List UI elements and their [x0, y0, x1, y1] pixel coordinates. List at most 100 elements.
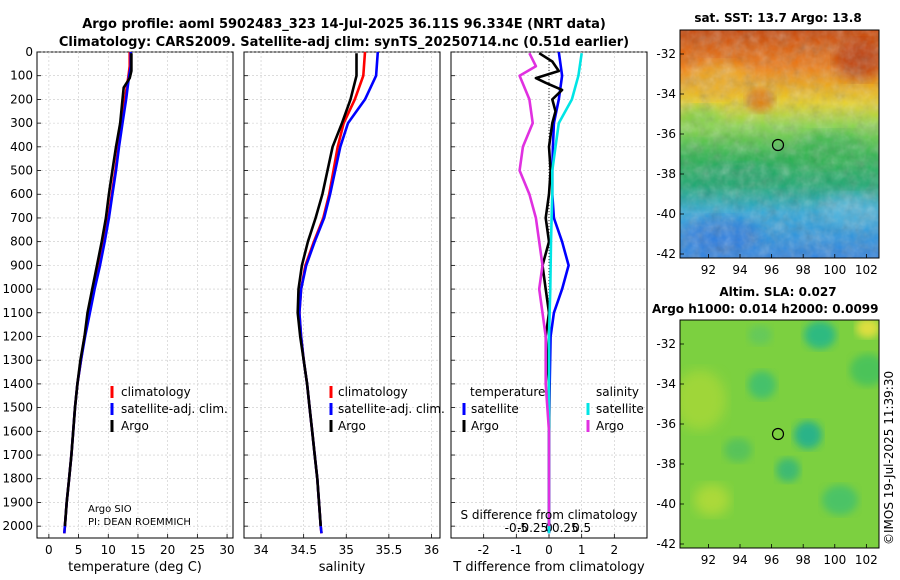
sst-heatmap [680, 30, 879, 258]
depth-tick-label: 300 [10, 116, 33, 130]
depth-tick-label: 600 [10, 187, 33, 201]
series-t-argo [534, 52, 564, 527]
x-tick-label: 20 [160, 543, 175, 557]
series-argo [63, 53, 133, 527]
depth-tick-label: 1000 [2, 282, 33, 296]
depth-tick-label: 0 [25, 45, 33, 59]
map-lon-label: 100 [823, 263, 846, 277]
x-tick-label: 35 [339, 543, 354, 557]
s-tick-label: 0.25 [552, 521, 579, 535]
map-lon-label: 96 [764, 263, 779, 277]
x-tick-label: 0 [45, 543, 53, 557]
map-lat-label: -36 [656, 127, 676, 141]
map-lon-label: 102 [855, 553, 878, 567]
s-difference-label: S difference from climatology [461, 508, 638, 522]
series-s-argo [518, 52, 551, 527]
map-lon-label: 100 [823, 553, 846, 567]
profile-lines [63, 51, 583, 534]
series-s-satellite [547, 53, 583, 534]
argo-sio-note: Argo SIO [88, 504, 132, 515]
sla-map-title: Altim. SLA: 0.027 [719, 285, 836, 299]
depth-tick-label: 1700 [2, 448, 33, 462]
x-tick-label: 5 [75, 543, 83, 557]
depth-tick-label: 800 [10, 235, 33, 249]
series-argo [296, 53, 358, 527]
sla-argo-marker [771, 427, 785, 441]
legend-argo: Argo [121, 419, 149, 433]
depth-tick-label: 1400 [2, 377, 33, 391]
diff-legend-s-argo: Argo [596, 419, 624, 433]
sal-legend-argo: Argo [338, 419, 366, 433]
x-tick-label: -2 [478, 543, 490, 557]
depth-tick-label: 2000 [2, 519, 33, 533]
legend-climatology: climatology [121, 385, 191, 399]
map-lat-label: -42 [656, 247, 676, 261]
diff-legend-salinity-title: salinity [596, 385, 639, 399]
map-lat-label: -40 [656, 207, 676, 221]
depth-tick-label: 500 [10, 164, 33, 178]
x-tick-label: 30 [219, 543, 234, 557]
depth-tick-label: 100 [10, 69, 33, 83]
depth-tick-label: 1200 [2, 329, 33, 343]
gridlines [37, 51, 647, 538]
depth-tick-label: 1500 [2, 401, 33, 415]
depth-tick-label: 1100 [2, 306, 33, 320]
x-tick-label: 10 [101, 543, 116, 557]
depth-tick-labels: 0 100 200 300 400 500 600 700 800 900 1000 1100 1200… [2, 45, 33, 533]
map-lon-label: 92 [701, 263, 716, 277]
map-lon-label: 98 [796, 553, 811, 567]
x-tick-label: 34 [253, 543, 268, 557]
depth-tick-label: 1300 [2, 353, 33, 367]
map-lat-label: -38 [656, 167, 676, 181]
map-lon-label: 94 [732, 263, 747, 277]
s-tick-label: -0.25 [517, 521, 548, 535]
diff-legend-temperature-title: temperature [470, 385, 545, 399]
x-tick-label: -1 [510, 543, 522, 557]
s-tick-label: 0.5 [572, 521, 591, 535]
sst-argo-marker [771, 138, 785, 152]
s-tick-label: -0.5 [505, 521, 528, 535]
figure-title-line2: Climatology: CARS2009. Satellite-adj cli… [59, 35, 629, 50]
map-lon-label: 102 [855, 263, 878, 277]
sla-heatmap [680, 320, 879, 548]
x-tick-label: 25 [190, 543, 205, 557]
sst-map-title: sat. SST: 13.7 Argo: 13.8 [694, 11, 861, 25]
depth-tick-label: 1900 [2, 495, 33, 509]
x-tick-label: 0 [545, 543, 553, 557]
legend-satellite: satellite-adj. clim. [121, 402, 228, 416]
map-lon-label: 98 [796, 263, 811, 277]
map-lat-label: -32 [656, 47, 676, 61]
temperature-legend: climatology satellite-adj. clim. Argo [110, 385, 228, 433]
pi-note: PI: DEAN ROEMMICH [88, 517, 191, 528]
salinity-legend: climatology satellite-adj. clim. Argo [329, 385, 445, 433]
depth-tick-label: 1600 [2, 424, 33, 438]
map-lat-label: -32 [656, 337, 676, 351]
depth-tick-label: 400 [10, 140, 33, 154]
figure-title-line1: Argo profile: aoml 5902483_323 14-Jul-20… [82, 17, 606, 32]
salinity-x-label: salinity [319, 560, 366, 575]
sal-legend-satellite: satellite-adj. clim. [338, 402, 445, 416]
map-lat-label: -38 [656, 457, 676, 471]
map-lon-label: 92 [701, 553, 716, 567]
map-lon-label: 94 [732, 553, 747, 567]
x-tick-label: 15 [130, 543, 145, 557]
x-tick-label: 1 [578, 543, 586, 557]
diff-legend-s-satellite: satellite [596, 402, 644, 416]
map-lat-label: -34 [656, 87, 676, 101]
depth-tick-label: 1800 [2, 472, 33, 486]
x-tick-label: 35.5 [376, 543, 403, 557]
map-axis-ticks: 92 94 96 98 100 102 -32 -34 -36 -38 -40 -42 92 94 96 98… [656, 47, 877, 567]
difference-legend: temperature satellite Argo salinity sate… [462, 385, 644, 433]
map-lon-label: 96 [764, 553, 779, 567]
sla-map-frame [679, 319, 880, 549]
diff-legend-t-argo: Argo [471, 419, 499, 433]
x-tick-label: 36 [424, 543, 439, 557]
map-lat-label: -36 [656, 417, 676, 431]
depth-tick-label: 700 [10, 211, 33, 225]
map-lat-label: -40 [656, 497, 676, 511]
difference-x-label: T difference from climatology [452, 560, 645, 575]
diff-legend-t-satellite: satellite [471, 402, 519, 416]
imos-credit: ©IMOS 19-Jul-2025 11:39:30 [882, 371, 896, 545]
sst-map-frame [679, 29, 880, 259]
